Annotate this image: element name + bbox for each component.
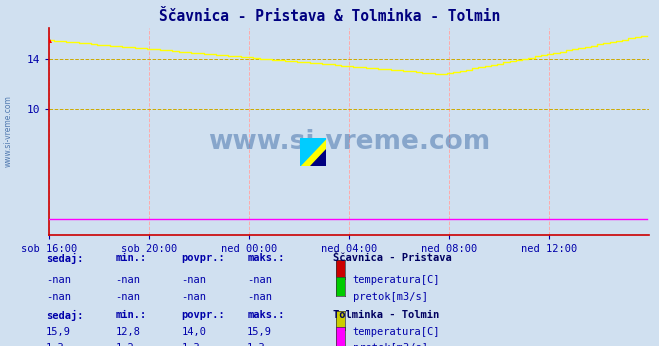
Text: 1,2: 1,2 bbox=[115, 343, 134, 346]
Text: temperatura[C]: temperatura[C] bbox=[353, 275, 440, 285]
Text: -nan: -nan bbox=[247, 275, 272, 285]
Text: -nan: -nan bbox=[115, 292, 140, 302]
Text: 14,0: 14,0 bbox=[181, 327, 206, 337]
Text: pretok[m3/s]: pretok[m3/s] bbox=[353, 343, 428, 346]
Polygon shape bbox=[310, 149, 326, 166]
Text: sedaj:: sedaj: bbox=[46, 253, 84, 264]
Text: -nan: -nan bbox=[247, 292, 272, 302]
Text: -nan: -nan bbox=[181, 292, 206, 302]
Text: 15,9: 15,9 bbox=[46, 327, 71, 337]
Text: -nan: -nan bbox=[46, 292, 71, 302]
Text: -nan: -nan bbox=[181, 275, 206, 285]
Polygon shape bbox=[300, 138, 326, 166]
Text: Ščavnica - Pristava & Tolminka - Tolmin: Ščavnica - Pristava & Tolminka - Tolmin bbox=[159, 9, 500, 24]
Text: temperatura[C]: temperatura[C] bbox=[353, 327, 440, 337]
Text: maks.:: maks.: bbox=[247, 253, 285, 263]
Text: maks.:: maks.: bbox=[247, 310, 285, 320]
Text: 1,3: 1,3 bbox=[46, 343, 65, 346]
Text: Ščavnica - Pristava: Ščavnica - Pristava bbox=[333, 253, 451, 263]
Text: -nan: -nan bbox=[46, 275, 71, 285]
Text: povpr.:: povpr.: bbox=[181, 310, 225, 320]
Text: 1,3: 1,3 bbox=[247, 343, 266, 346]
Text: -nan: -nan bbox=[115, 275, 140, 285]
Text: povpr.:: povpr.: bbox=[181, 253, 225, 263]
Text: sedaj:: sedaj: bbox=[46, 310, 84, 321]
Text: Tolminka - Tolmin: Tolminka - Tolmin bbox=[333, 310, 439, 320]
Polygon shape bbox=[300, 138, 326, 166]
Text: min.:: min.: bbox=[115, 253, 146, 263]
Text: min.:: min.: bbox=[115, 310, 146, 320]
Text: www.si-vreme.com: www.si-vreme.com bbox=[3, 95, 13, 167]
Text: 12,8: 12,8 bbox=[115, 327, 140, 337]
Text: www.si-vreme.com: www.si-vreme.com bbox=[208, 129, 490, 155]
Text: 15,9: 15,9 bbox=[247, 327, 272, 337]
Text: pretok[m3/s]: pretok[m3/s] bbox=[353, 292, 428, 302]
Text: 1,3: 1,3 bbox=[181, 343, 200, 346]
